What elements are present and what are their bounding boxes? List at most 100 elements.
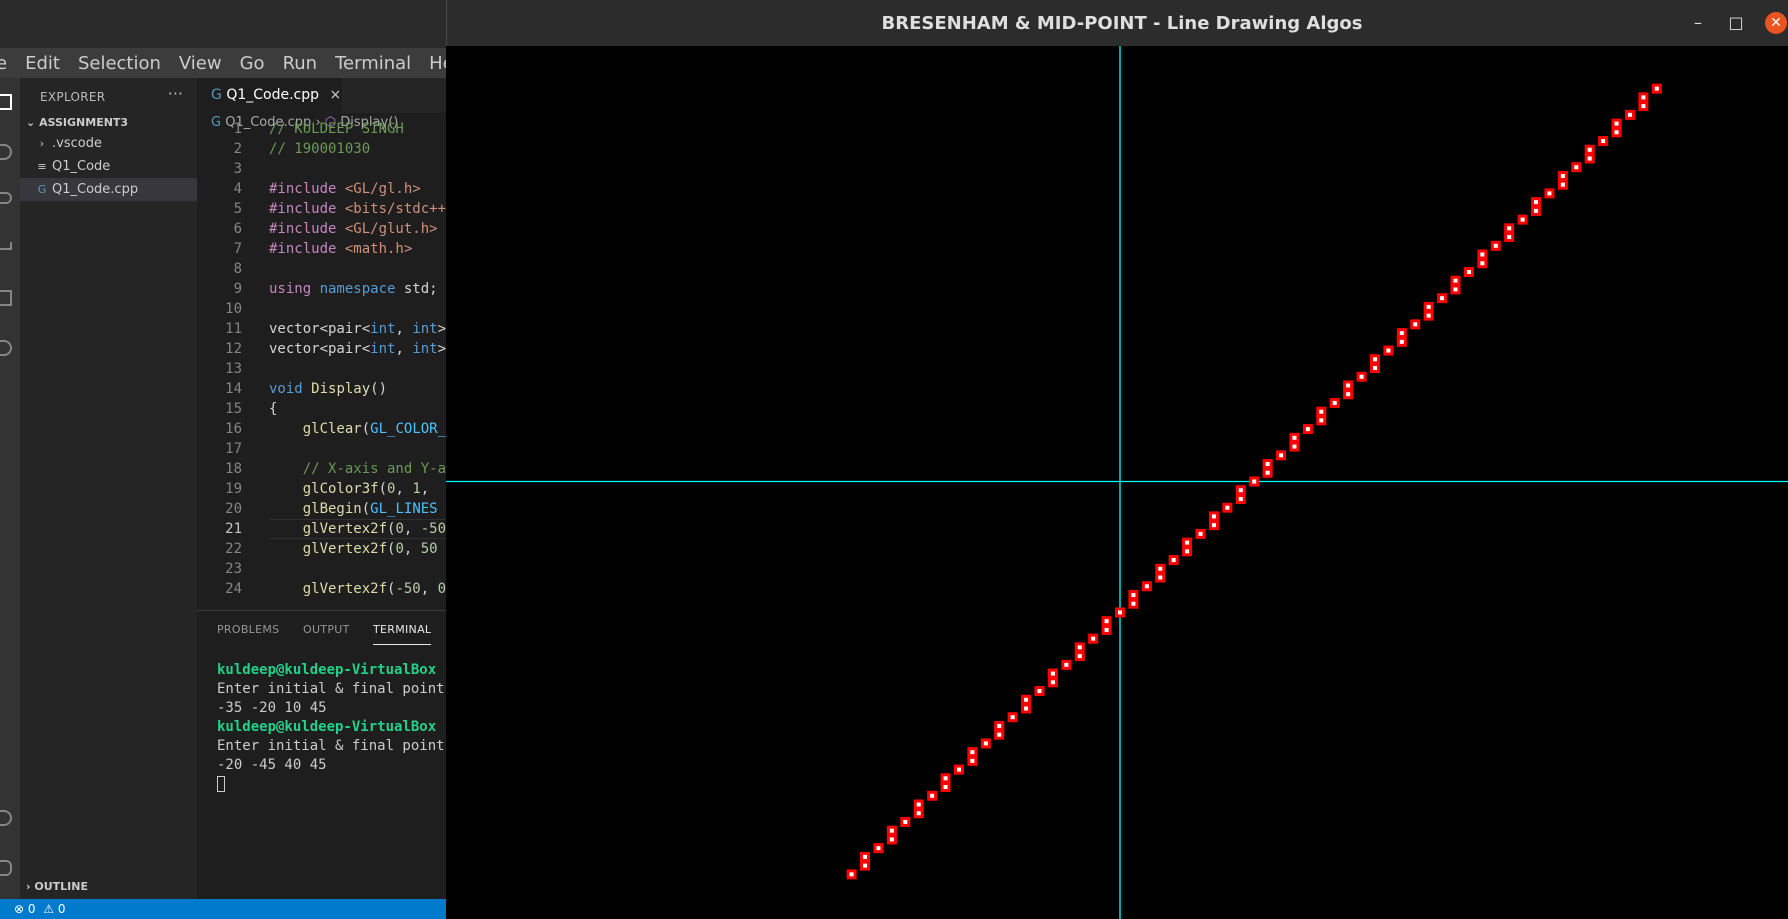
line-pixel-center xyxy=(1426,313,1431,318)
code-token: int xyxy=(370,321,396,337)
code-line[interactable]: 6 #include <GL/glut.h> xyxy=(197,219,450,239)
menu-file[interactable]: e xyxy=(0,52,8,74)
code-line[interactable]: 4 #include <GL/gl.h> xyxy=(197,179,450,199)
code-line[interactable]: 23 xyxy=(197,559,450,579)
code-token: , xyxy=(403,541,421,557)
line-pixel-center xyxy=(863,854,868,859)
line-pixel-center xyxy=(1024,697,1029,702)
terminal-text: Enter initial & final points xyxy=(217,681,450,697)
file-lines-icon: ≡ xyxy=(37,160,47,173)
code-line[interactable]: 10 xyxy=(197,299,450,319)
line-pixel-center xyxy=(916,811,921,816)
line-pixel-center xyxy=(1426,304,1431,309)
code-line[interactable]: 13 xyxy=(197,359,450,379)
close-icon[interactable]: × xyxy=(329,87,342,103)
tree-item-q1-code-cpp[interactable]: G Q1_Code.cpp xyxy=(20,178,197,201)
line-pixel-center xyxy=(1359,374,1364,379)
breadcrumb: G Q1_Code.cpp › ⬡ Display() xyxy=(211,115,398,130)
terminal-text: kuldeep@kuldeep-VirtualBox xyxy=(217,662,437,678)
close-button[interactable]: ✕ xyxy=(1765,12,1787,34)
breadcrumb-file[interactable]: Q1_Code.cpp xyxy=(225,115,312,130)
terminal-text: -20 -45 40 45 xyxy=(217,757,327,773)
explorer-icon[interactable] xyxy=(0,94,12,110)
code-line[interactable]: 14 void Display() xyxy=(197,379,450,399)
remote-explorer-icon[interactable] xyxy=(0,340,12,356)
run-debug-icon[interactable] xyxy=(0,242,12,250)
line-number: 6 xyxy=(233,221,242,237)
menu-selection[interactable]: Selection xyxy=(77,52,161,74)
code-token: , xyxy=(395,481,413,497)
line-pixel-center xyxy=(1534,200,1539,205)
window-titlebar[interactable]: BRESENHAM & MID-POINT - Line Drawing Alg… xyxy=(446,0,1788,46)
tab-terminal[interactable]: TERMINAL xyxy=(373,623,432,645)
line-number: 18 xyxy=(225,461,242,477)
error-count[interactable]: ⊗ 0 xyxy=(14,902,36,916)
tree-item-label: .vscode xyxy=(52,136,102,151)
code-line[interactable]: 17 xyxy=(197,439,450,459)
code-line[interactable]: 15 { xyxy=(197,399,450,419)
code-line[interactable]: 11 vector<pair<int, int>> xyxy=(197,319,450,339)
line-pixel-center xyxy=(930,793,935,798)
line-pixel-center xyxy=(1158,575,1163,580)
source-control-icon[interactable] xyxy=(0,192,12,204)
breadcrumb-symbol[interactable]: Display() xyxy=(340,115,399,130)
menu-bar: e Edit Selection View Go Run Terminal He… xyxy=(0,48,470,78)
menu-run[interactable]: Run xyxy=(282,52,318,74)
line-pixel-center xyxy=(1077,654,1082,659)
code-line[interactable]: 8 xyxy=(197,259,450,279)
code-token: ( xyxy=(387,521,396,537)
workspace-folder[interactable]: ⌄ ASSIGNMENT3 xyxy=(26,116,128,129)
code-line[interactable]: 9 using namespace std; xyxy=(197,279,450,299)
extensions-icon[interactable] xyxy=(0,290,12,306)
code-text: #include <math.h> xyxy=(269,239,412,259)
maximize-button[interactable]: □ xyxy=(1728,13,1744,32)
line-number: 11 xyxy=(225,321,242,337)
more-actions-icon[interactable]: ··· xyxy=(167,84,183,103)
line-pixel-center xyxy=(1547,191,1552,196)
terminal-prompt: kuldeep@kuldeep-VirtualBox xyxy=(217,718,436,737)
tab-q1-code-cpp[interactable]: G Q1_Code.cpp × xyxy=(197,78,342,113)
explorer-sidebar: EXPLORER ··· ⌄ ASSIGNMENT3 › .vscode ≡ Q1_… xyxy=(20,78,197,899)
gear-icon[interactable] xyxy=(0,860,12,876)
code-token: int xyxy=(370,341,396,357)
code-line[interactable]: 3 xyxy=(197,159,450,179)
code-token: std; xyxy=(403,281,438,297)
tab-output[interactable]: OUTPUT xyxy=(303,623,350,636)
outline-section[interactable]: › OUTLINE xyxy=(26,880,88,893)
warning-count[interactable]: ⚠ 0 xyxy=(43,902,66,916)
line-pixel-center xyxy=(1171,558,1176,563)
code-token: , xyxy=(395,341,413,357)
menu-terminal[interactable]: Terminal xyxy=(335,52,412,74)
code-line[interactable]: 5 #include <bits/stdc++.h> xyxy=(197,199,450,219)
code-line[interactable]: 20 glBegin(GL_LINES xyxy=(197,499,450,519)
line-pixel-center xyxy=(876,846,881,851)
tree-item-label: Q1_Code.cpp xyxy=(52,182,139,197)
code-line[interactable]: 24 glVertex2f(-50, 0 xyxy=(197,579,450,599)
code-line[interactable]: 18 // X-axis and Y-axis xyxy=(197,459,450,479)
line-number: 4 xyxy=(233,181,242,197)
minimize-button[interactable]: – xyxy=(1694,13,1702,32)
menu-go[interactable]: Go xyxy=(239,52,265,74)
code-line[interactable]: 7 #include <math.h> xyxy=(197,239,450,259)
line-pixel-center xyxy=(1574,165,1579,170)
code-line[interactable]: 21 glVertex2f(0, -50 xyxy=(197,519,450,539)
tab-problems[interactable]: PROBLEMS xyxy=(217,623,280,636)
line-pixel-center xyxy=(1319,409,1324,414)
tree-item-vscode-folder[interactable]: › .vscode xyxy=(20,132,197,155)
code-line[interactable]: 2 // 190001030 xyxy=(197,139,450,159)
code-editor[interactable]: G Q1_Code.cpp × G Q1_Code.cpp › ⬡ Displa… xyxy=(197,78,450,610)
line-pixel-center xyxy=(1292,435,1297,440)
account-icon[interactable] xyxy=(0,810,12,826)
code-line[interactable]: 19 glColor3f(0, 1, xyxy=(197,479,450,499)
code-line[interactable]: 16 glClear(GL_COLOR_BUFFER_BIT xyxy=(197,419,450,439)
search-icon[interactable] xyxy=(0,144,12,160)
menu-edit[interactable]: Edit xyxy=(25,52,60,74)
code-line[interactable]: 12 vector<pair<int, int>> xyxy=(197,339,450,359)
code-line[interactable]: 22 glVertex2f(0, 50 xyxy=(197,539,450,559)
tree-item-q1-code[interactable]: ≡ Q1_Code xyxy=(20,155,197,178)
code-line[interactable]: 1 // KULDEEP SINGH xyxy=(197,119,450,139)
menu-view[interactable]: View xyxy=(178,52,222,74)
line-pixel-center xyxy=(1453,278,1458,283)
terminal-output: -35 -20 10 45 xyxy=(217,699,327,718)
